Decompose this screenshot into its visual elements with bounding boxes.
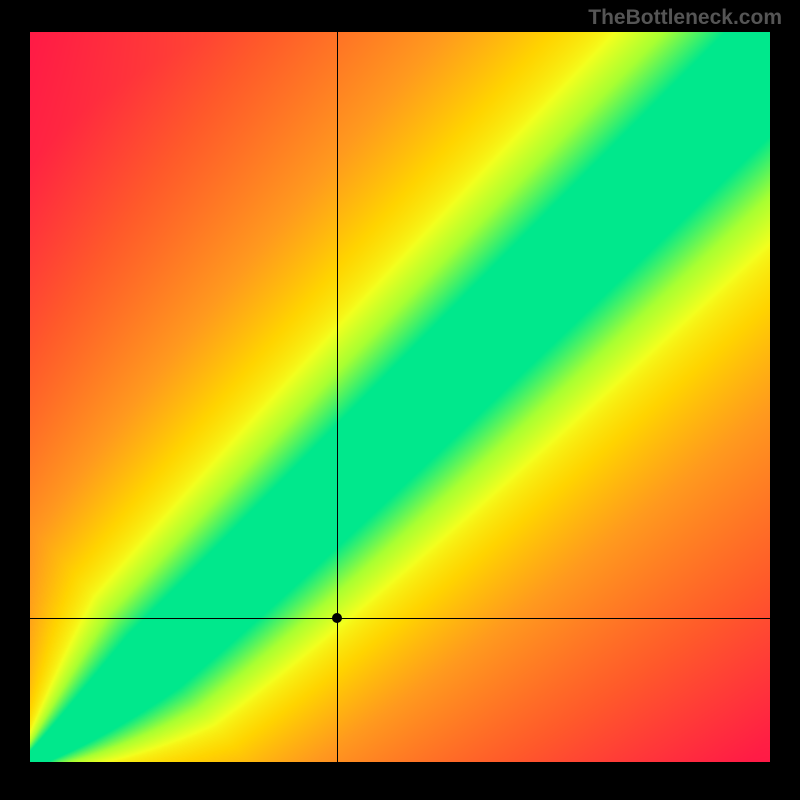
watermark-text: TheBottleneck.com xyxy=(588,6,782,30)
heatmap-plot xyxy=(30,32,770,762)
crosshair-vertical xyxy=(337,32,338,762)
heatmap-canvas xyxy=(30,32,770,762)
crosshair-horizontal xyxy=(30,618,770,619)
crosshair-marker xyxy=(332,613,342,623)
